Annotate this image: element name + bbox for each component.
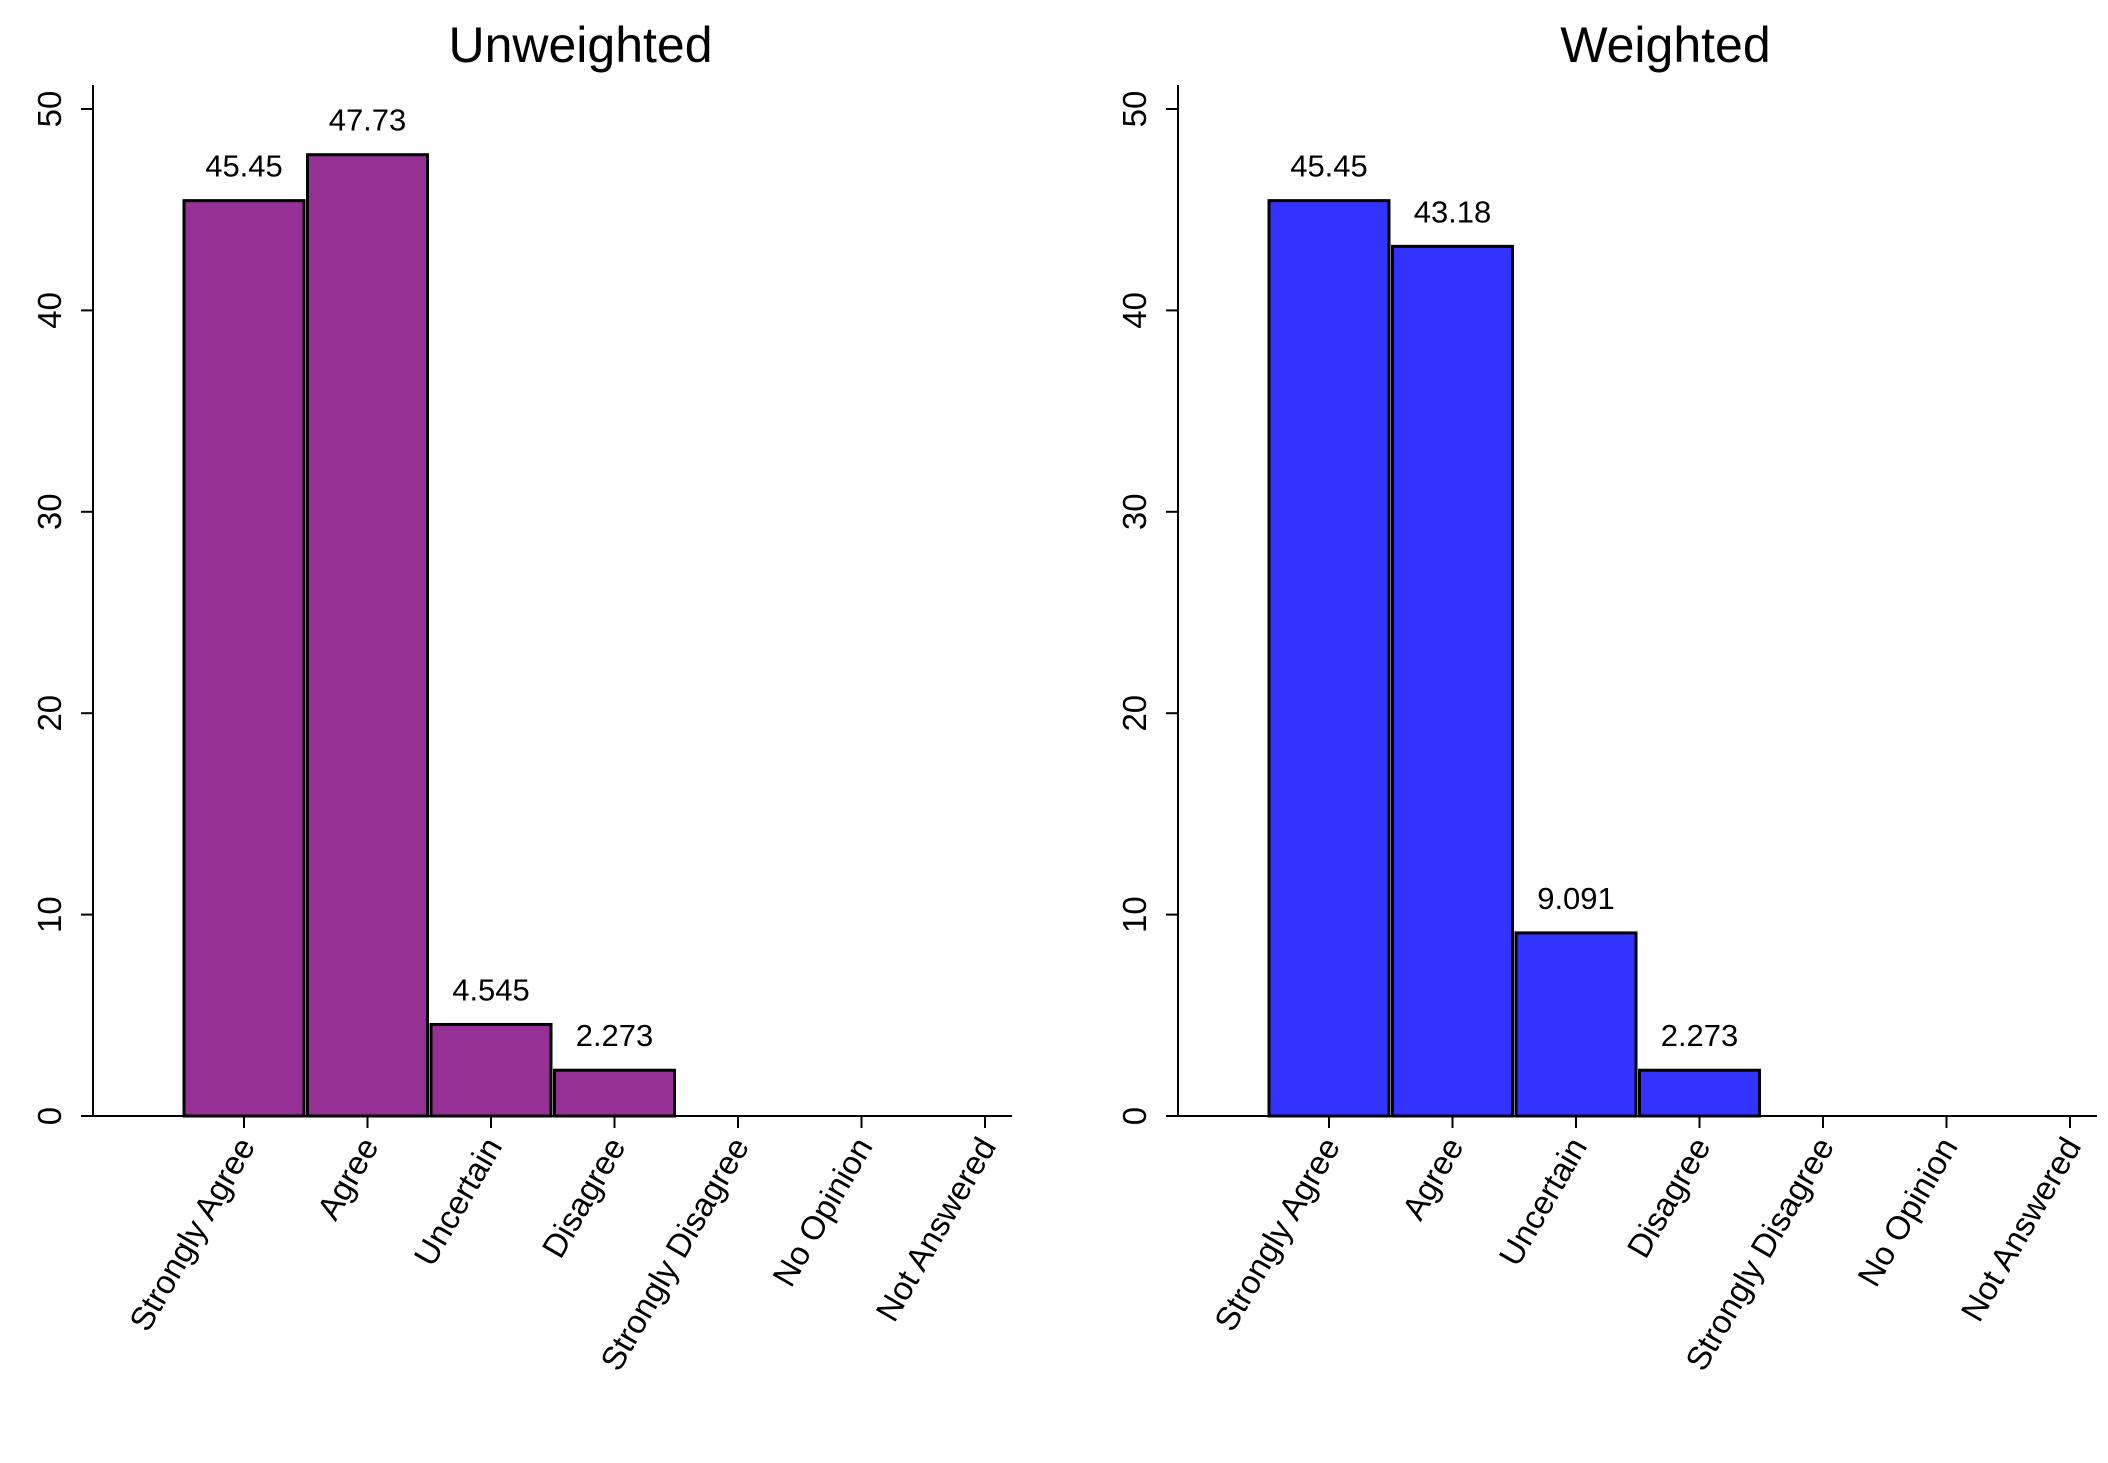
chart-panel-2: Weighted 0 10 20 30 40 50 45.45 43.18 9.091 2.273 S… — [1116, 17, 2097, 1377]
bar-value-label: 4.545 — [452, 972, 530, 1007]
x-tick-label: Uncertain — [1491, 1131, 1594, 1272]
chart-panel-1: Unweighted 0 10 20 30 40 50 45.45 47.73 4.545 2.27… — [31, 17, 1012, 1377]
bar-uncertain — [429, 1022, 553, 1118]
x-tick-label: No Opinion — [765, 1131, 880, 1292]
chart-title: Weighted — [1560, 17, 1770, 73]
x-tick-label: Strongly Agree — [122, 1131, 262, 1337]
y-tick-label: 20 — [1116, 695, 1153, 732]
bar-uncertain — [1514, 931, 1638, 1118]
x-tick-label: Strongly Agree — [1207, 1131, 1347, 1337]
bar-value-label: 2.273 — [576, 1018, 654, 1053]
y-tick-label: 30 — [1116, 493, 1153, 530]
x-tick-label: Disagree — [534, 1131, 632, 1264]
x-tick-label: Uncertain — [406, 1131, 509, 1272]
bar-strongly-agree — [1267, 199, 1391, 1118]
x-tick-label: Agree — [1394, 1131, 1470, 1226]
x-tick-label: Agree — [309, 1131, 385, 1226]
bar-value-label: 43.18 — [1414, 194, 1492, 229]
chart-title: Unweighted — [448, 17, 712, 73]
x-tick-label: Not Answered — [868, 1131, 1003, 1327]
bar-agree — [306, 153, 429, 1118]
y-tick-label: 50 — [1116, 91, 1153, 128]
bar-value-label: 9.091 — [1537, 881, 1615, 916]
bar-value-label: 2.273 — [1661, 1018, 1739, 1053]
bar-strongly-agree — [182, 199, 306, 1118]
y-tick-label: 0 — [1116, 1107, 1153, 1125]
x-tick-label: Disagree — [1619, 1131, 1717, 1264]
y-tick-label: 50 — [31, 91, 68, 128]
y-tick-label: 30 — [31, 493, 68, 530]
y-tick-label: 10 — [31, 896, 68, 933]
bar-disagree — [553, 1068, 676, 1118]
bar-value-label: 45.45 — [205, 149, 283, 184]
y-tick-label: 10 — [1116, 896, 1153, 933]
bar-value-label: 45.45 — [1290, 149, 1368, 184]
x-tick-label: Not Answered — [1953, 1131, 2088, 1327]
x-tick-label: No Opinion — [1850, 1131, 1965, 1292]
y-tick-label: 20 — [31, 695, 68, 732]
y-tick-label: 0 — [31, 1107, 68, 1125]
y-tick-label: 40 — [31, 292, 68, 329]
bar-agree — [1391, 244, 1514, 1118]
bar-value-label: 47.73 — [329, 103, 407, 138]
y-tick-label: 40 — [1116, 292, 1153, 329]
bar-disagree — [1638, 1068, 1761, 1118]
